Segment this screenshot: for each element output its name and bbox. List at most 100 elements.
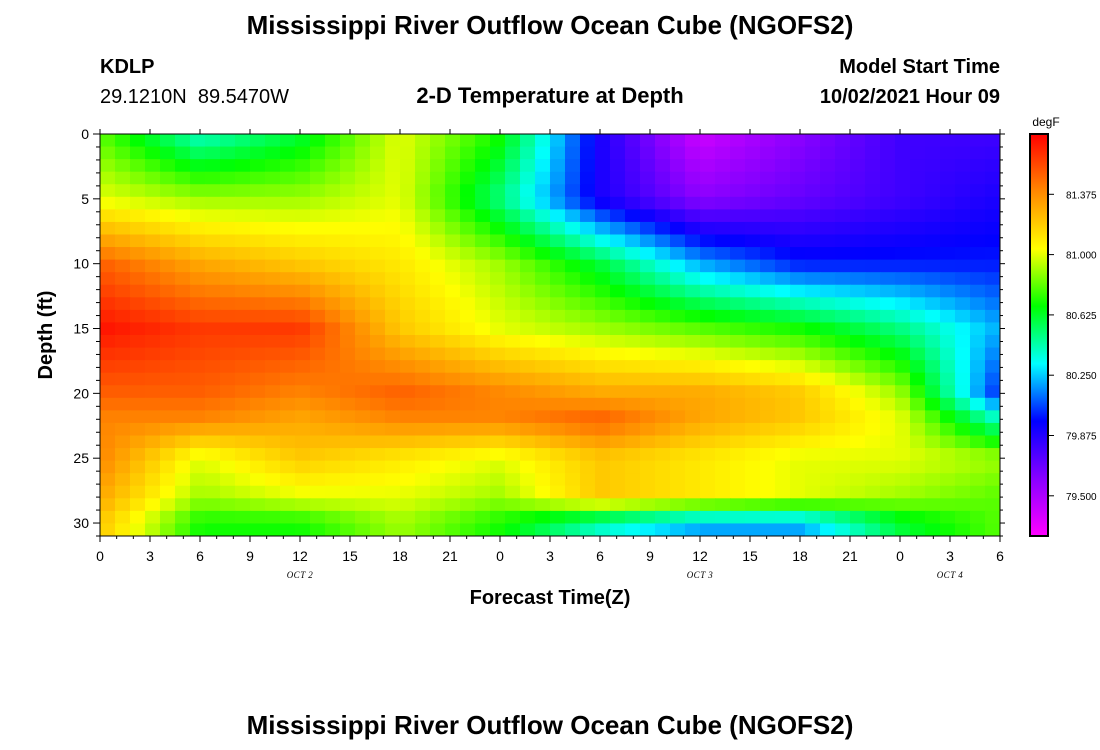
heatmap-cell <box>835 196 851 210</box>
heatmap-cell <box>280 410 296 424</box>
heatmap-cell <box>415 259 431 273</box>
heatmap-cell <box>355 360 371 374</box>
heatmap-cell <box>580 397 596 411</box>
heatmap-cell <box>205 272 221 286</box>
heatmap-cell <box>160 221 176 236</box>
heatmap-cell <box>565 259 581 273</box>
heatmap-cell <box>685 159 701 173</box>
heatmap-cell <box>400 234 416 248</box>
heatmap-cell <box>625 473 641 487</box>
heatmap-cell <box>550 221 566 236</box>
heatmap-cell <box>355 297 371 311</box>
heatmap-cell <box>940 184 956 198</box>
heatmap-cell <box>865 335 881 349</box>
heatmap-cell <box>505 184 521 198</box>
heatmap-cell <box>235 309 251 324</box>
heatmap-cell <box>220 259 236 273</box>
heatmap-cell <box>850 184 866 198</box>
heatmap-cell <box>670 184 686 198</box>
heatmap-cell <box>415 247 431 261</box>
heatmap-cell <box>565 448 581 462</box>
heatmap-cell <box>595 460 611 474</box>
heatmap-cell <box>820 460 836 474</box>
heatmap-cell <box>385 209 401 223</box>
heatmap-cell <box>340 309 356 324</box>
heatmap-cell <box>565 385 581 399</box>
heatmap-cell <box>745 221 761 236</box>
heatmap-cell <box>175 360 191 374</box>
heatmap-cell <box>880 309 896 324</box>
heatmap-cell <box>100 309 116 324</box>
heatmap-cell <box>910 335 926 349</box>
heatmap-cell <box>205 498 221 512</box>
heatmap-cell <box>175 347 191 361</box>
heatmap-cell <box>475 485 491 499</box>
heatmap-cell <box>775 259 791 273</box>
heatmap-cell <box>385 422 401 437</box>
heatmap-cell <box>295 335 311 349</box>
heatmap-cell <box>625 372 641 386</box>
heatmap-cell <box>220 159 236 173</box>
heatmap-cell <box>760 309 776 324</box>
heatmap-cell <box>865 485 881 499</box>
heatmap-cell <box>385 322 401 336</box>
heatmap-cell <box>955 485 971 499</box>
heatmap-cell <box>640 360 656 374</box>
heatmap-cell <box>370 523 386 536</box>
heatmap-cell <box>190 460 206 474</box>
heatmap-cell <box>640 498 656 512</box>
heatmap-cell <box>310 322 326 336</box>
heatmap-cell <box>415 473 431 487</box>
heatmap-cell <box>280 134 296 148</box>
heatmap-cell <box>730 460 746 474</box>
heatmap-cell <box>295 196 311 210</box>
heatmap-cell <box>745 397 761 411</box>
heatmap-cell <box>685 410 701 424</box>
heatmap-cell <box>685 209 701 223</box>
heatmap-cell <box>670 335 686 349</box>
heatmap-cell <box>430 485 446 499</box>
heatmap-cell <box>145 184 161 198</box>
heatmap-cell <box>160 410 176 424</box>
heatmap-cell <box>445 221 461 236</box>
heatmap-cell <box>775 159 791 173</box>
heatmap-cell <box>340 498 356 512</box>
heatmap-cell <box>970 372 986 386</box>
heatmap-cell <box>490 284 506 298</box>
heatmap-cell <box>580 259 596 273</box>
heatmap-cell <box>595 247 611 261</box>
heatmap-cell <box>760 134 776 148</box>
heatmap-cell <box>910 272 926 286</box>
heatmap-cell <box>325 221 341 236</box>
heatmap-cell <box>265 171 281 185</box>
heatmap-cell <box>145 510 161 525</box>
heatmap-cell <box>430 134 446 148</box>
heatmap-cell <box>280 196 296 210</box>
heatmap-cell <box>145 171 161 185</box>
heatmap-cell <box>265 410 281 424</box>
heatmap-cell <box>775 184 791 198</box>
heatmap-cell <box>205 234 221 248</box>
heatmap-cell <box>160 309 176 324</box>
heatmap-cell <box>895 247 911 261</box>
heatmap-cell <box>880 259 896 273</box>
heatmap-cell <box>190 397 206 411</box>
heatmap-cell <box>730 510 746 525</box>
heatmap-cell <box>430 309 446 324</box>
heatmap-cell <box>550 498 566 512</box>
heatmap-cell <box>190 209 206 223</box>
heatmap-cell <box>955 272 971 286</box>
heatmap-cell <box>685 523 701 536</box>
heatmap-cell <box>535 397 551 411</box>
heatmap-cell <box>115 209 131 223</box>
heatmap-cell <box>175 297 191 311</box>
footer-title: Mississippi River Outflow Ocean Cube (NG… <box>246 710 854 740</box>
heatmap-cell <box>565 523 581 536</box>
heatmap-cell <box>115 159 131 173</box>
heatmap-cell <box>895 272 911 286</box>
heatmap-cell <box>205 159 221 173</box>
heatmap-cell <box>625 234 641 248</box>
heatmap-cell <box>310 247 326 261</box>
heatmap-cell <box>400 510 416 525</box>
